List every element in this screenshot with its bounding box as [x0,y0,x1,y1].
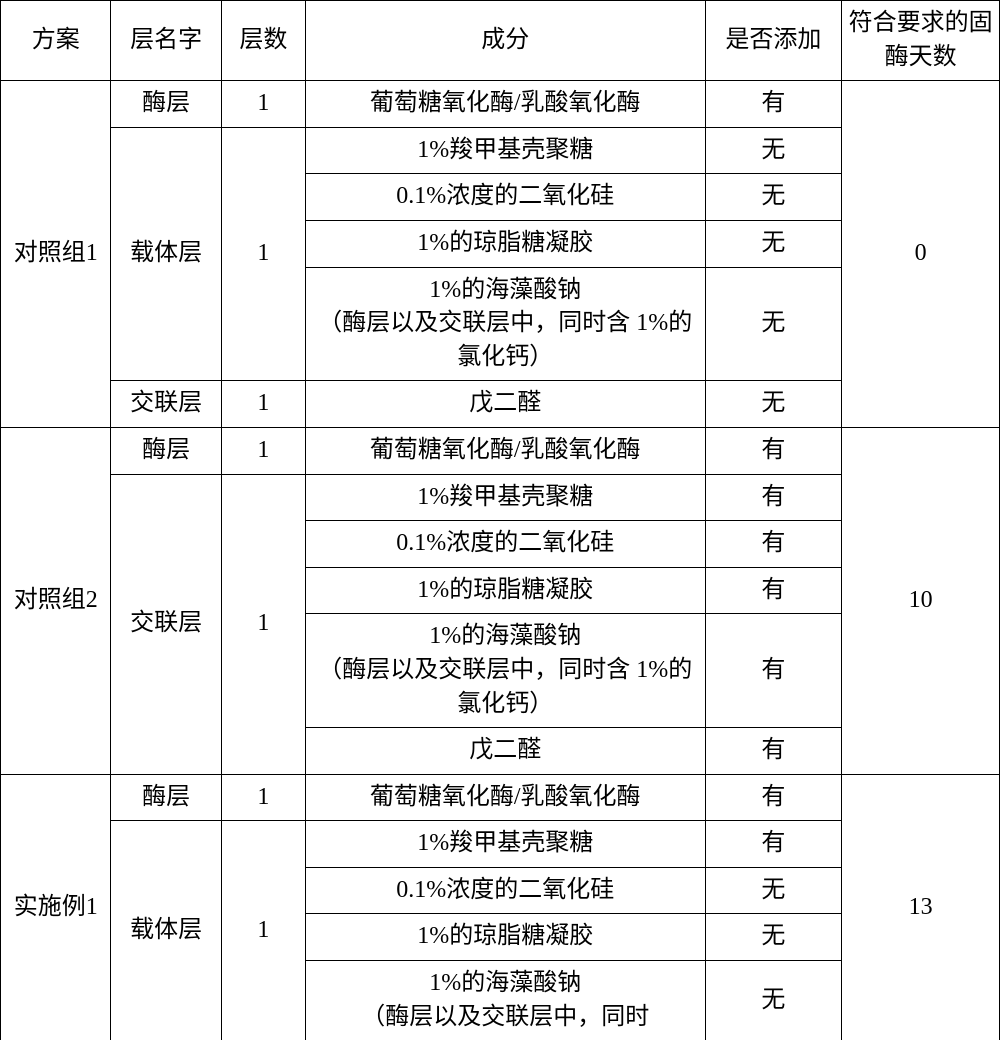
layer-name-cell: 载体层 [111,821,221,1040]
table-row: 对照组2酶层1葡萄糖氧化酶/乳酸氧化酶有10 [1,427,1000,474]
component-cell: 葡萄糖氧化酶/乳酸氧化酶 [305,427,705,474]
added-cell: 有 [705,521,842,568]
added-cell: 有 [705,821,842,868]
added-cell: 无 [705,127,842,174]
layer-name-cell: 交联层 [111,474,221,774]
component-cell: 1%的海藻酸钠（酶层以及交联层中，同时含 1%的氯化钙） [305,614,705,728]
layer-count-cell: 1 [221,427,305,474]
plan-cell: 实施例1 [1,774,111,1040]
layer-count-cell: 1 [221,774,305,821]
added-cell: 有 [705,567,842,614]
component-cell: 葡萄糖氧化酶/乳酸氧化酶 [305,81,705,128]
component-cell: 1%羧甲基壳聚糖 [305,127,705,174]
layer-count-cell: 1 [221,81,305,128]
added-cell: 无 [705,914,842,961]
layer-count-cell: 1 [221,381,305,428]
component-cell: 1%的琼脂糖凝胶 [305,567,705,614]
enzyme-comparison-table: 方案层名字层数成分是否添加符合要求的固酶天数对照组1酶层1葡萄糖氧化酶/乳酸氧化… [0,0,1000,1040]
table-row: 对照组1酶层1葡萄糖氧化酶/乳酸氧化酶有0 [1,81,1000,128]
added-cell: 有 [705,474,842,521]
added-cell: 无 [705,267,842,381]
header-added: 是否添加 [705,1,842,81]
added-cell: 有 [705,81,842,128]
days-cell: 0 [842,81,1000,428]
layer-name-cell: 酶层 [111,774,221,821]
component-cell: 1%的海藻酸钠（酶层以及交联层中，同时含 1%的氯化钙） [305,267,705,381]
component-cell: 葡萄糖氧化酶/乳酸氧化酶 [305,774,705,821]
added-cell: 有 [705,774,842,821]
header-layer-name: 层名字 [111,1,221,81]
plan-cell: 对照组1 [1,81,111,428]
layer-count-cell: 1 [221,127,305,381]
plan-cell: 对照组2 [1,427,111,774]
header-days: 符合要求的固酶天数 [842,1,1000,81]
component-cell: 0.1%浓度的二氧化硅 [305,174,705,221]
added-cell: 无 [705,174,842,221]
layer-count-cell: 1 [221,821,305,1040]
added-cell: 有 [705,728,842,775]
layer-count-cell: 1 [221,474,305,774]
component-cell: 0.1%浓度的二氧化硅 [305,867,705,914]
table-row: 实施例1酶层1葡萄糖氧化酶/乳酸氧化酶有13 [1,774,1000,821]
layer-name-cell: 酶层 [111,427,221,474]
component-cell: 1%的琼脂糖凝胶 [305,914,705,961]
layer-name-cell: 酶层 [111,81,221,128]
added-cell: 无 [705,220,842,267]
added-cell: 无 [705,867,842,914]
days-cell: 10 [842,427,1000,774]
component-cell: 戊二醛 [305,381,705,428]
layer-name-cell: 交联层 [111,381,221,428]
days-cell: 13 [842,774,1000,1040]
added-cell: 有 [705,614,842,728]
table-header-row: 方案层名字层数成分是否添加符合要求的固酶天数 [1,1,1000,81]
header-layer-count: 层数 [221,1,305,81]
component-cell: 1%羧甲基壳聚糖 [305,474,705,521]
added-cell: 无 [705,961,842,1040]
added-cell: 无 [705,381,842,428]
header-plan: 方案 [1,1,111,81]
header-component: 成分 [305,1,705,81]
component-cell: 1%羧甲基壳聚糖 [305,821,705,868]
component-cell: 1%的海藻酸钠（酶层以及交联层中，同时 [305,961,705,1040]
component-cell: 戊二醛 [305,728,705,775]
component-cell: 0.1%浓度的二氧化硅 [305,521,705,568]
added-cell: 有 [705,427,842,474]
layer-name-cell: 载体层 [111,127,221,381]
component-cell: 1%的琼脂糖凝胶 [305,220,705,267]
